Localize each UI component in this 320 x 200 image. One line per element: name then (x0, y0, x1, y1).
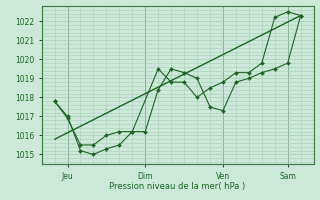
X-axis label: Pression niveau de la mer( hPa ): Pression niveau de la mer( hPa ) (109, 182, 246, 191)
